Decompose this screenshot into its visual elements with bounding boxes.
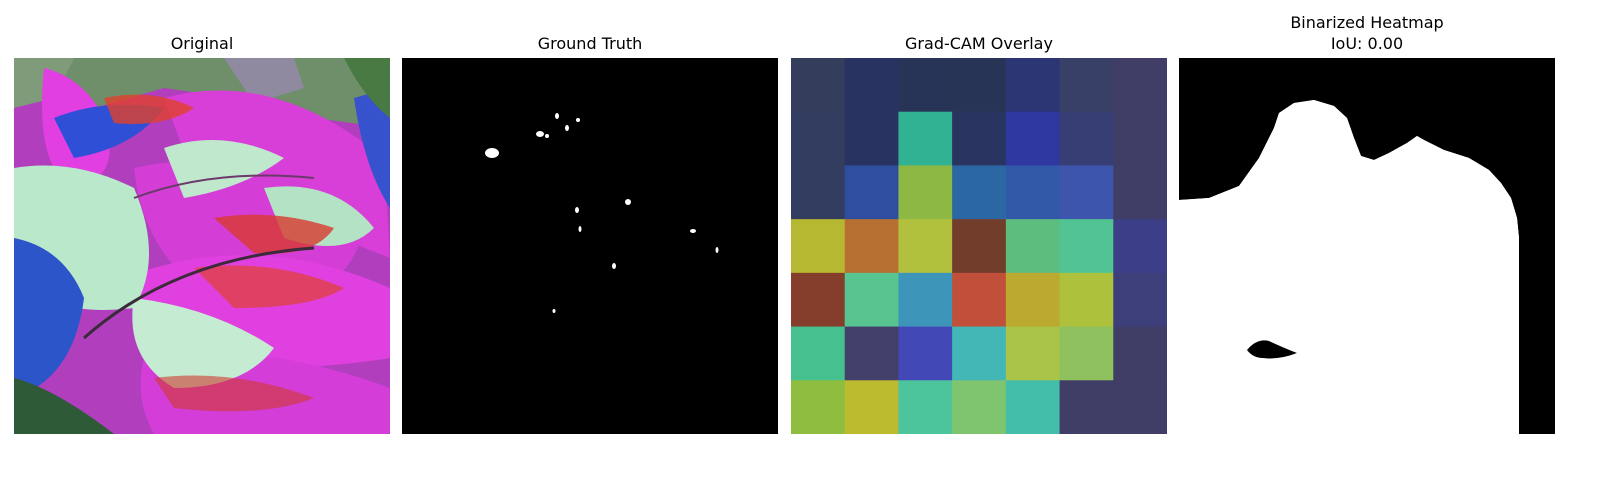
gradcam-cell <box>844 111 900 167</box>
gradcam-overlay-image <box>791 58 1167 434</box>
gradcam-cell <box>898 165 953 220</box>
gradcam-cell <box>952 58 1007 113</box>
gradcam-cell <box>1113 219 1167 274</box>
gradcam-cell <box>1005 111 1061 167</box>
gradcam-cell <box>952 165 1007 220</box>
gradcam-cell <box>1059 380 1114 434</box>
gradcam-panel: Grad-CAM Overlay <box>791 0 1167 500</box>
gradcam-cell <box>844 326 900 381</box>
gradcam-cell <box>791 219 846 274</box>
gradcam-cell <box>952 272 1007 328</box>
original-title: Original <box>170 34 234 53</box>
gradcam-cell <box>952 111 1007 167</box>
gradcam-cell <box>898 326 953 381</box>
gradcam-cell <box>1113 380 1167 434</box>
gradcam-cell <box>844 165 900 220</box>
gradcam-cell <box>1113 326 1167 381</box>
gradcam-cell <box>1059 58 1114 113</box>
gradcam-cell <box>1059 165 1114 220</box>
gradcam-cell <box>898 272 953 328</box>
gradcam-cell <box>1005 165 1061 220</box>
gradcam-cell <box>1005 326 1061 381</box>
gradcam-cell <box>1113 111 1167 167</box>
ground-truth-panel: Ground Truth <box>402 0 778 500</box>
gradcam-cell <box>1005 272 1061 328</box>
ground-truth-title: Ground Truth <box>537 34 643 53</box>
iou-label: IoU: 0.00 <box>1330 34 1404 53</box>
gradcam-cell <box>952 380 1007 434</box>
binarized-title: Binarized Heatmap <box>1290 13 1444 32</box>
gradcam-cell <box>1113 272 1167 328</box>
gradcam-cell <box>791 326 846 381</box>
gradcam-cell <box>952 219 1007 274</box>
gradcam-cell <box>898 219 953 274</box>
gradcam-cell <box>898 380 953 434</box>
gradcam-cell <box>844 58 900 113</box>
gradcam-cell <box>1005 380 1061 434</box>
gradcam-cell <box>791 111 846 167</box>
original-panel: Original <box>14 0 390 500</box>
gradcam-cell <box>791 165 846 220</box>
gradcam-cell <box>1113 165 1167 220</box>
gradcam-cell <box>791 380 846 434</box>
gradcam-cell <box>844 380 900 434</box>
gradcam-cell <box>1059 326 1114 381</box>
gradcam-cell <box>1059 111 1114 167</box>
gradcam-cell <box>791 58 846 113</box>
gradcam-cell <box>952 326 1007 381</box>
gradcam-cell <box>1059 272 1114 328</box>
gradcam-cell <box>1005 219 1061 274</box>
gradcam-cell <box>1113 58 1167 113</box>
gradcam-cell <box>1005 58 1061 113</box>
gradcam-cell <box>791 272 846 328</box>
gradcam-cell <box>844 272 900 328</box>
gradcam-cell <box>898 111 953 167</box>
original-image <box>14 58 390 434</box>
gradcam-cell <box>1059 219 1114 274</box>
binarized-heatmap-image <box>1179 58 1555 434</box>
binarized-panel: Binarized Heatmap IoU: 0.00 <box>1179 0 1555 500</box>
ground-truth-mask <box>402 58 778 434</box>
gradcam-cell <box>898 58 953 113</box>
gradcam-cell <box>844 219 900 274</box>
gradcam-title: Grad-CAM Overlay <box>905 34 1053 53</box>
